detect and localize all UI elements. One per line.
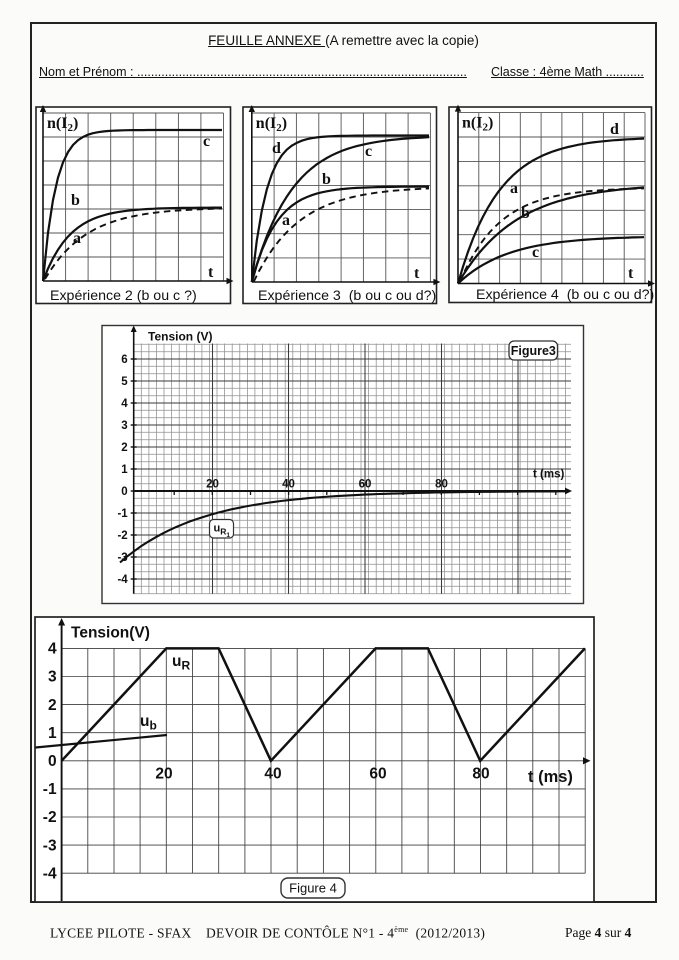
svg-text:n(I2): n(I2) xyxy=(256,115,287,134)
svg-text:-2: -2 xyxy=(43,809,57,826)
svg-text:40: 40 xyxy=(264,765,281,782)
svg-text:n(I2): n(I2) xyxy=(47,115,78,134)
svg-text:Figure3: Figure3 xyxy=(511,344,556,358)
svg-text:Expérience 3 (b ou c ou d?): Expérience 3 (b ou c ou d?) xyxy=(258,288,436,304)
svg-text:Expérience 2 (b ou c ?): Expérience 2 (b ou c ?) xyxy=(50,288,197,304)
svg-text:4: 4 xyxy=(121,398,128,410)
svg-text:uR: uR xyxy=(172,653,190,673)
svg-text:t: t xyxy=(628,265,634,282)
svg-text:20: 20 xyxy=(206,479,219,491)
svg-text:a: a xyxy=(510,180,518,197)
svg-text:n(I2): n(I2) xyxy=(462,115,493,134)
svg-text:-3: -3 xyxy=(117,552,127,564)
svg-text:0: 0 xyxy=(48,753,57,770)
svg-text:6: 6 xyxy=(121,354,127,366)
svg-text:Figure 4: Figure 4 xyxy=(289,881,337,896)
svg-text:-3: -3 xyxy=(43,837,57,854)
svg-text:t (ms): t (ms) xyxy=(528,768,573,786)
svg-text:b: b xyxy=(71,192,80,209)
svg-text:t: t xyxy=(414,265,420,282)
svg-text:Tension (V): Tension (V) xyxy=(148,330,212,344)
svg-text:Tension(V): Tension(V) xyxy=(71,625,150,642)
svg-text:2: 2 xyxy=(48,697,57,714)
svg-text:80: 80 xyxy=(435,479,448,491)
svg-text:2: 2 xyxy=(121,442,127,454)
svg-text:40: 40 xyxy=(282,479,295,491)
svg-text:d: d xyxy=(610,121,619,138)
svg-text:Expérience 4 (b ou c ou d?): Expérience 4 (b ou c ou d?) xyxy=(476,287,654,303)
svg-text:ub: ub xyxy=(140,713,157,733)
svg-text:-1: -1 xyxy=(117,508,128,520)
svg-text:5: 5 xyxy=(121,376,128,388)
svg-text:c: c xyxy=(203,133,210,150)
svg-text:80: 80 xyxy=(472,765,489,782)
svg-text:-2: -2 xyxy=(117,530,127,542)
svg-text:a: a xyxy=(282,212,290,229)
svg-text:t: t xyxy=(208,264,214,281)
svg-text:4: 4 xyxy=(48,641,57,658)
svg-text:1: 1 xyxy=(48,725,57,742)
svg-text:3: 3 xyxy=(48,669,57,686)
svg-text:60: 60 xyxy=(369,765,386,782)
svg-text:c: c xyxy=(365,143,372,160)
svg-text:a: a xyxy=(73,230,81,247)
svg-text:-4: -4 xyxy=(117,574,128,586)
svg-text:t (ms): t (ms) xyxy=(533,469,564,481)
svg-text:b: b xyxy=(521,205,530,222)
svg-text:60: 60 xyxy=(359,479,372,491)
svg-text:c: c xyxy=(532,244,539,261)
svg-text:-1: -1 xyxy=(43,781,57,798)
svg-text:b: b xyxy=(322,171,331,188)
svg-text:0: 0 xyxy=(121,486,127,498)
svg-text:20: 20 xyxy=(155,765,172,782)
svg-text:d: d xyxy=(272,140,281,157)
svg-text:-4: -4 xyxy=(43,865,57,882)
svg-text:1: 1 xyxy=(121,464,128,476)
svg-text:3: 3 xyxy=(121,420,127,432)
